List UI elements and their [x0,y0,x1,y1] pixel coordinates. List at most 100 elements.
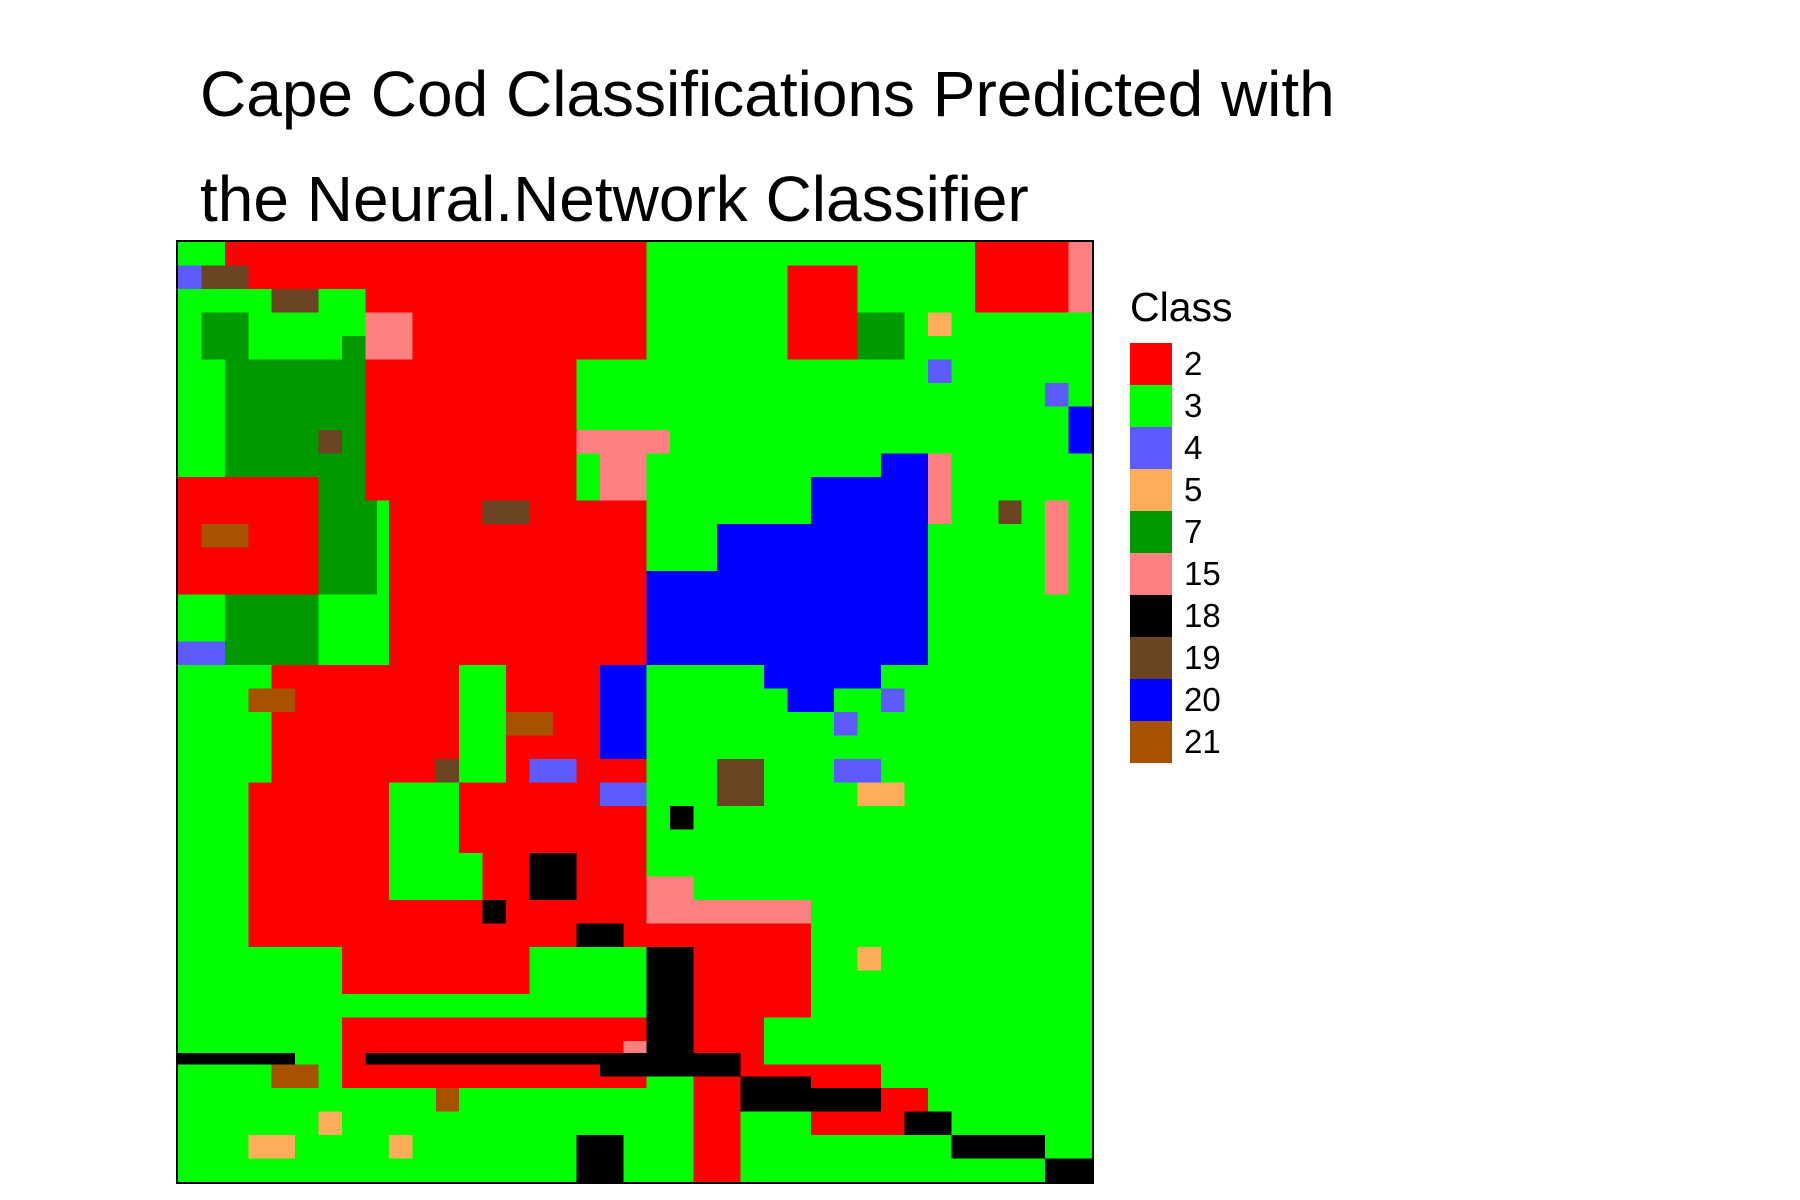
map-cell-class-15 [365,312,413,360]
legend-item-4: 4 [1130,427,1233,469]
map-cell-class-2 [787,265,858,360]
map-cell-class-18 [365,1052,600,1065]
map-cell-class-15 [927,453,952,524]
map-cell-class-19 [271,289,319,313]
map-cell-class-15 [646,876,694,924]
legend-swatch-15 [1130,553,1172,595]
legend-title: Class [1130,284,1233,330]
map-cell-class-20 [881,453,928,477]
map-cell-class-19 [482,500,530,524]
map-cell-class-4 [834,759,882,783]
classification-map-svg [178,242,1092,1182]
map-cell-class-15 [693,900,811,924]
map-cell-class-18 [904,1111,952,1135]
map-cell-class-2 [365,359,577,501]
map-cell-class-20 [717,524,928,571]
map-cell-class-18 [1045,1158,1092,1182]
map-cell-class-18 [529,853,577,900]
map-cell-class-2 [974,242,1069,313]
map-cell-class-18 [576,1135,624,1182]
map-cell-class-4 [927,359,952,383]
map-cell-class-15 [1045,500,1069,595]
legend-swatch-3 [1130,385,1172,427]
legend-label-3: 3 [1184,387,1203,424]
map-cell-class-18 [178,1052,296,1065]
legend-label-21: 21 [1184,723,1221,760]
legend-label-7: 7 [1184,513,1203,550]
map-cell-class-21 [248,688,296,712]
legend-item-5: 5 [1130,469,1233,511]
map-cell-class-21 [271,1064,319,1088]
legend-item-2: 2 [1130,343,1233,385]
map-cell-class-20 [1068,406,1092,454]
legend-label-15: 15 [1184,555,1221,592]
map-cell-class-21 [435,1088,460,1112]
map-cell-class-15 [1068,242,1092,313]
legend-label-2: 2 [1184,345,1203,382]
map-cell-class-2 [224,242,647,289]
legend-item-18: 18 [1130,595,1233,637]
map-cell-class-18 [482,900,507,924]
map-cell-class-4 [178,265,202,289]
map-cell-class-20 [787,688,835,712]
map-cell-class-20 [810,477,928,524]
legend-label-19: 19 [1184,639,1221,676]
map-cell-class-2 [693,1064,741,1182]
map-cell-class-20 [599,665,647,759]
legend-items: 2 3 4 5 7 15 18 19 20 21 [1130,343,1233,763]
legend-item-21: 21 [1130,721,1233,763]
map-cell-class-18 [740,1076,811,1088]
map-cell-class-2 [271,665,460,783]
classification-map [176,240,1094,1184]
legend-swatch-21 [1130,721,1172,763]
legend-swatch-20 [1130,679,1172,721]
map-cell-class-15 [599,453,647,501]
map-cell-class-18 [670,806,694,830]
map-cell-class-4 [178,641,225,665]
legend-label-4: 4 [1184,429,1203,466]
legend-item-20: 20 [1130,679,1233,721]
map-cell-class-19 [435,759,460,783]
legend: Class 2 3 4 5 7 15 18 19 20 21 [1130,284,1233,763]
map-cell-class-4 [599,782,647,806]
map-cell-class-21 [506,712,553,736]
legend-swatch-19 [1130,637,1172,679]
legend-item-3: 3 [1130,385,1233,427]
legend-item-19: 19 [1130,637,1233,679]
map-cell-class-18 [951,1135,1046,1159]
map-cell-class-4 [1045,383,1069,407]
map-cell-class-18 [646,947,694,1065]
map-cell-class-5 [857,947,882,971]
map-cell-class-19 [318,430,343,454]
map-cell-class-2 [599,547,647,665]
map-cell-class-5 [318,1111,343,1135]
map-cell-class-5 [927,312,952,336]
legend-label-20: 20 [1184,681,1221,718]
map-cell-class-20 [646,571,928,665]
map-cell-class-4 [834,712,858,736]
legend-label-5: 5 [1184,471,1203,508]
map-cell-class-7 [857,312,905,360]
map-cell-class-18 [740,1088,882,1112]
legend-swatch-2 [1130,343,1172,385]
legend-item-7: 7 [1130,511,1233,553]
map-cell-class-18 [576,923,624,947]
map-cell-class-5 [248,1135,296,1159]
map-cell-class-4 [529,759,577,783]
legend-label-18: 18 [1184,597,1221,634]
map-cell-class-5 [388,1135,413,1159]
map-cell-class-5 [857,782,905,806]
map-cell-class-15 [576,430,671,454]
chart-title-line-2: the Neural.Network Classifier [200,163,1029,235]
legend-item-15: 15 [1130,553,1233,595]
map-cell-class-19 [201,265,249,289]
map-cell-class-19 [717,759,764,806]
map-cell-class-20 [763,665,882,689]
map-cell-class-7 [201,312,249,360]
chart-title-line-1: Cape Cod Classifications Predicted with [200,58,1335,130]
legend-swatch-5 [1130,469,1172,511]
map-cell-class-4 [881,688,905,712]
legend-swatch-18 [1130,595,1172,637]
chart-title: Cape Cod Classifications Predicted with … [200,42,1335,252]
map-cell-class-21 [201,524,249,548]
